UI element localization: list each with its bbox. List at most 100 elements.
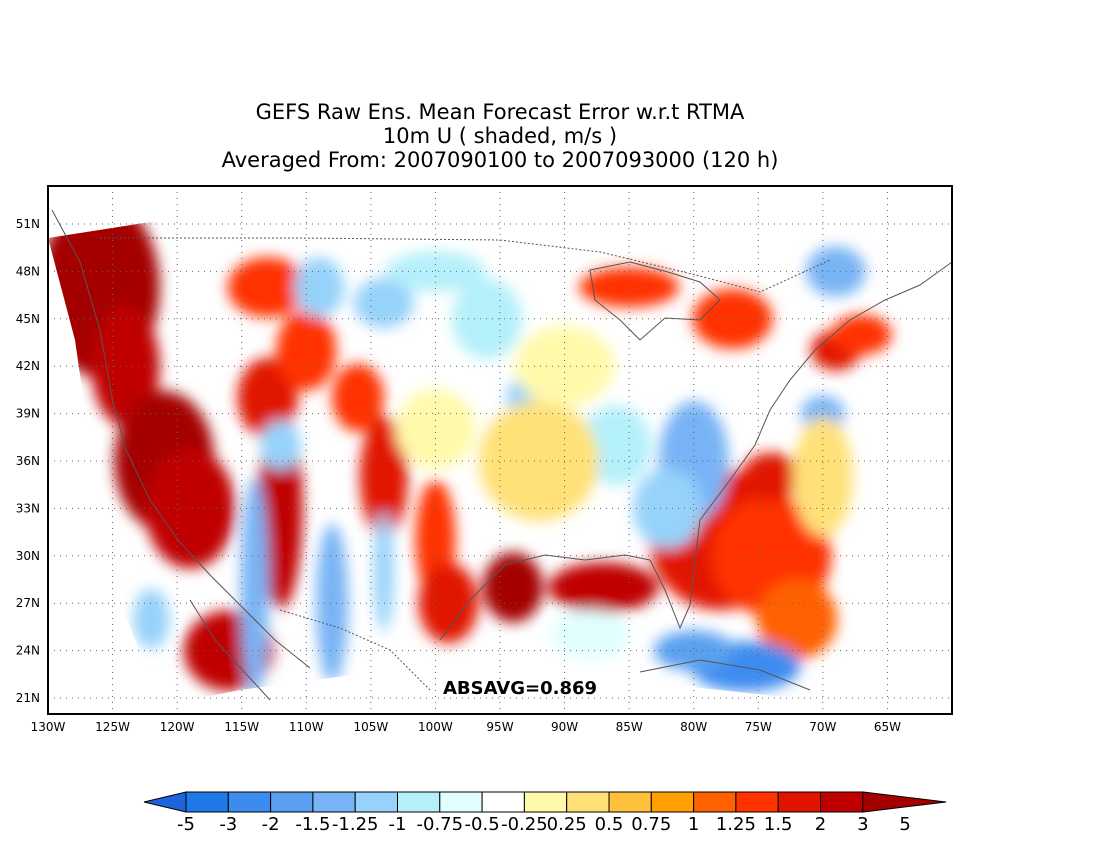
colorbar-label: -1 — [389, 814, 407, 835]
colorbar-swatch — [523, 791, 568, 813]
field-blob — [373, 511, 394, 632]
colorbar-label: -1.5 — [295, 814, 330, 835]
field-blob — [316, 523, 349, 684]
colorbar-left-arrow — [143, 791, 187, 813]
field-blob — [133, 589, 170, 649]
cuba-line — [639, 659, 811, 691]
colorbar-label: -0.5 — [465, 814, 500, 835]
colorbar-swatch — [608, 791, 652, 813]
chart-title: GEFS Raw Ens. Mean Forecast Error w.r.t … — [0, 100, 1000, 172]
lat-tick-label: 39N — [16, 407, 40, 421]
lat-tick-label: 51N — [16, 217, 40, 231]
colorbar-swatch — [185, 791, 229, 813]
field-blob — [294, 257, 345, 318]
field-blob — [395, 389, 476, 470]
colorbar-label: 5 — [899, 814, 910, 835]
colorbar-right-arrow — [862, 791, 947, 813]
colorbar-swatch — [397, 791, 441, 813]
field-blob — [91, 306, 160, 427]
absavg-annotation: ABSAVG=0.869 — [443, 678, 597, 699]
title-line-1: GEFS Raw Ens. Mean Forecast Error w.r.t … — [255, 100, 745, 124]
lon-tick-label: 130W — [31, 720, 66, 734]
field-blob — [792, 416, 853, 537]
colorbar-label: 0.75 — [631, 814, 671, 835]
field-blob — [385, 251, 486, 292]
lat-tick-label: 45N — [16, 312, 40, 326]
field-blob — [653, 630, 734, 671]
canada-border-line — [100, 237, 831, 293]
field-blob — [240, 477, 269, 698]
lat-tick-label: 42N — [16, 359, 40, 373]
field-blob — [550, 609, 631, 660]
colorbar-label: 0.5 — [595, 814, 624, 835]
colorbar-label: 2 — [815, 814, 826, 835]
field-blob — [831, 314, 892, 355]
field-blob — [741, 452, 802, 501]
field-blob — [260, 420, 301, 471]
gulf-coast-line — [439, 554, 651, 641]
mexico-border-line — [279, 609, 431, 691]
colorbar-label: -0.75 — [417, 814, 464, 835]
florida-line — [649, 519, 701, 630]
lon-tick-label: 120W — [160, 720, 195, 734]
field-blob — [452, 278, 523, 359]
map-frame — [47, 185, 953, 715]
lon-tick-label: 125W — [95, 720, 130, 734]
colorbar-label: -5 — [177, 814, 195, 835]
field-blob — [482, 552, 543, 623]
colorbar: -5 -3 -2 -1.5 -1.25 -1 -0.75 -0.5 -0.250.25 0.5 0.… — [143, 791, 947, 835]
lon-tick-label: 95W — [486, 720, 513, 734]
colorbar-swatch — [227, 791, 272, 813]
colorbar-swatch — [270, 791, 314, 813]
lon-tick-label: 80W — [680, 720, 707, 734]
lon-tick-label: 85W — [616, 720, 643, 734]
colorbar-swatch — [481, 791, 525, 813]
lon-tick-label: 110W — [289, 720, 324, 734]
field-blob — [478, 401, 599, 521]
colorbar-label: 3 — [857, 814, 868, 835]
colorbar-swatch — [777, 791, 822, 813]
lon-tick-label: 70W — [809, 720, 836, 734]
field-blob — [237, 357, 298, 438]
colorbar-label: -1.25 — [332, 814, 379, 835]
colorbar-label: 1.25 — [716, 814, 756, 835]
colorbar-label: -2 — [262, 814, 280, 835]
field-blob — [418, 563, 479, 644]
lon-tick-labels: 130W 125W 120W 115W 110W 105W 100W 95W 90W 85W 80W… — [31, 720, 902, 734]
lat-tick-label: 48N — [16, 264, 40, 278]
lat-tick-label: 21N — [16, 691, 40, 705]
field-blob — [581, 405, 652, 486]
lat-tick-label: 33N — [16, 501, 40, 515]
field-blob — [579, 267, 680, 308]
colorbar-swatch — [312, 791, 356, 813]
lon-tick-label: 90W — [551, 720, 578, 734]
shaded-field — [48, 201, 952, 706]
west-coast-line — [51, 209, 311, 669]
baja-line — [189, 599, 271, 701]
colorbar-swatch — [439, 791, 483, 813]
field-blob — [276, 310, 337, 391]
field-blob — [548, 562, 659, 613]
lat-tick-label: 36N — [16, 454, 40, 468]
field-blob — [632, 468, 703, 549]
east-coast-line — [699, 261, 953, 521]
field-blob — [145, 448, 236, 569]
lon-tick-label: 75W — [745, 720, 772, 734]
colorbar-label: 1.5 — [764, 814, 793, 835]
great-lakes-line — [589, 261, 721, 341]
colorbar-swatch — [820, 791, 864, 813]
lat-tick-labels: 51N 48N 45N 42N 39N 36N 33N 30N 27N 24N 21N — [16, 217, 40, 705]
field-blob — [757, 579, 838, 659]
title-line-3: Averaged From: 2007090100 to 2007093000 … — [221, 148, 779, 172]
lat-tick-label: 24N — [16, 644, 40, 658]
lon-tick-label: 115W — [224, 720, 259, 734]
colorbar-swatch — [693, 791, 737, 813]
colorbar-swatch — [354, 791, 399, 813]
colorbar-swatch — [650, 791, 695, 813]
colorbar-swatch — [566, 791, 610, 813]
colorbar-label: 0.25 — [547, 814, 587, 835]
lon-tick-label: 105W — [353, 720, 388, 734]
lat-tick-label: 30N — [16, 549, 40, 563]
field-blob — [227, 257, 308, 318]
